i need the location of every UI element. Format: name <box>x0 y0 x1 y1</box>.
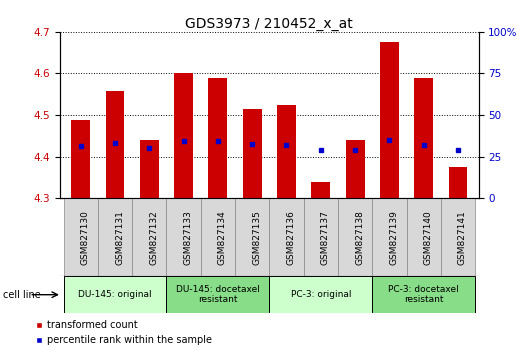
Bar <box>277 105 296 198</box>
Bar <box>174 73 193 198</box>
Bar <box>304 198 338 276</box>
Bar <box>414 78 433 198</box>
Text: GSM827132: GSM827132 <box>149 210 158 264</box>
Bar <box>140 140 159 198</box>
Bar <box>64 198 98 276</box>
Bar <box>201 198 235 276</box>
Text: GSM827136: GSM827136 <box>287 210 295 265</box>
Text: GSM827139: GSM827139 <box>390 210 399 265</box>
Bar <box>71 120 90 198</box>
Bar <box>209 78 228 198</box>
Bar <box>235 198 269 276</box>
Text: GSM827138: GSM827138 <box>355 210 364 265</box>
Text: GSM827130: GSM827130 <box>81 210 90 265</box>
Bar <box>372 198 406 276</box>
Bar <box>406 198 441 276</box>
Bar <box>106 91 124 198</box>
Text: GSM827135: GSM827135 <box>252 210 261 265</box>
Bar <box>132 198 166 276</box>
Text: GSM827140: GSM827140 <box>424 210 433 264</box>
Bar <box>269 276 372 313</box>
Text: GSM827131: GSM827131 <box>115 210 124 265</box>
Text: PC-3: original: PC-3: original <box>291 290 351 299</box>
Text: DU-145: docetaxel
resistant: DU-145: docetaxel resistant <box>176 285 260 304</box>
Text: PC-3: docetaxel
resistant: PC-3: docetaxel resistant <box>388 285 459 304</box>
Text: GSM827137: GSM827137 <box>321 210 330 265</box>
Legend: transformed count, percentile rank within the sample: transformed count, percentile rank withi… <box>31 316 215 349</box>
Bar <box>166 276 269 313</box>
Text: cell line: cell line <box>3 290 40 300</box>
Text: DU-145: original: DU-145: original <box>78 290 152 299</box>
Bar <box>449 167 468 198</box>
Bar <box>338 198 372 276</box>
Bar <box>311 182 330 198</box>
Bar <box>372 276 475 313</box>
Bar <box>380 42 399 198</box>
Bar <box>441 198 475 276</box>
Text: GSM827134: GSM827134 <box>218 210 227 264</box>
Bar <box>64 276 166 313</box>
Bar <box>346 140 365 198</box>
Bar <box>98 198 132 276</box>
Bar <box>269 198 304 276</box>
Title: GDS3973 / 210452_x_at: GDS3973 / 210452_x_at <box>186 17 353 31</box>
Bar <box>243 109 262 198</box>
Text: GSM827141: GSM827141 <box>458 210 467 264</box>
Bar <box>166 198 201 276</box>
Text: GSM827133: GSM827133 <box>184 210 192 265</box>
